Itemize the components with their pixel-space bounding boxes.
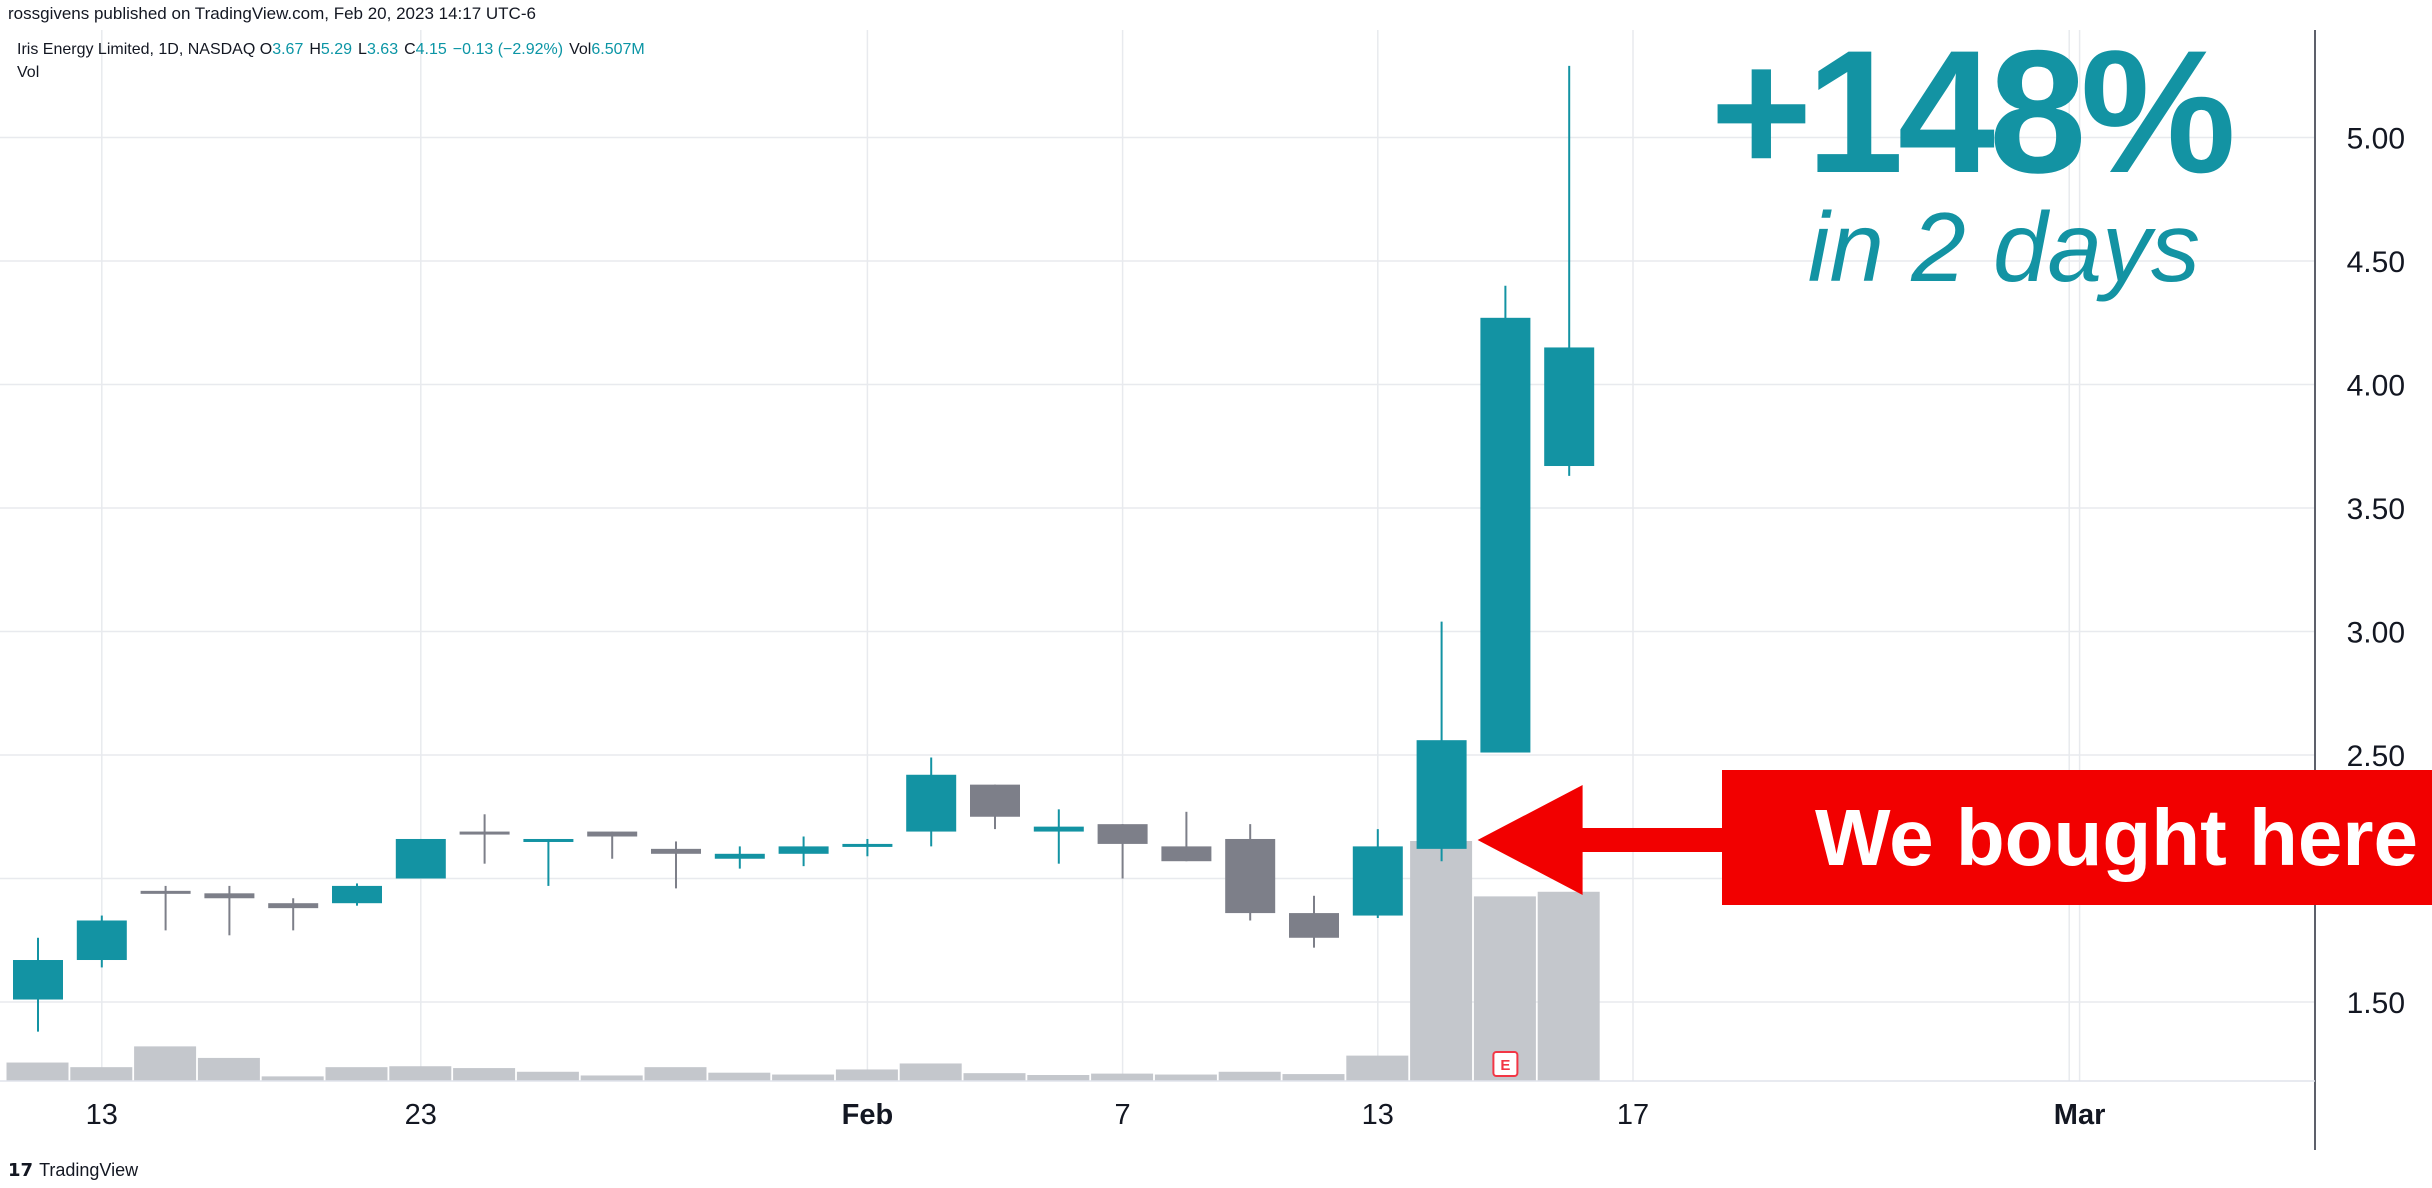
earnings-marker-label: E (1500, 1057, 1510, 1074)
volume-bar (1154, 1074, 1217, 1081)
we-bought-here-callout: We bought here (1722, 770, 2432, 905)
candle-up (1416, 740, 1467, 849)
candle-up (332, 885, 382, 904)
y-tick-label: 3.50 (2347, 493, 2405, 526)
tradingview-logo-icon: 𝟭𝟳 (8, 1160, 34, 1180)
candle-down (1161, 846, 1212, 862)
ohlc-value: 5.29 (320, 41, 353, 58)
volume-bar (835, 1069, 898, 1081)
chart-grid (0, 30, 2315, 1081)
candle-down (651, 848, 701, 854)
symbol-name: Iris Energy Limited, 1D, NASDAQ (17, 41, 256, 58)
volume-bar (1218, 1071, 1281, 1081)
volume-bar (1282, 1074, 1345, 1081)
volume-bars: E (6, 841, 1600, 1081)
volume-bar (325, 1067, 388, 1081)
volume-bar (453, 1068, 516, 1081)
candle-up (1544, 347, 1595, 467)
candle-down (204, 893, 255, 899)
volume-bar (644, 1067, 707, 1081)
candle-down (970, 784, 1020, 817)
callout-arrow (1477, 785, 1722, 895)
candle-down (1097, 824, 1148, 844)
volume-bar (1091, 1073, 1154, 1081)
candle-down (587, 831, 638, 837)
volume-bar (708, 1072, 771, 1081)
volume-bar (70, 1067, 133, 1081)
candle-down (1225, 838, 1276, 914)
candle-up (714, 853, 765, 859)
volume-bar (6, 1062, 69, 1081)
candle-up (1480, 317, 1531, 753)
ohlc-key: Vol (569, 41, 592, 58)
volume-bar (261, 1076, 324, 1081)
candle-up (906, 774, 957, 832)
candle-up (76, 920, 127, 961)
ohlc-value: −0.13 (−2.92%) (452, 41, 564, 58)
ohlc-key: C (404, 41, 416, 58)
candlestick-series (13, 65, 1595, 1032)
y-tick-label: 2.50 (2347, 740, 2405, 773)
y-tick-label: 5.00 (2347, 123, 2405, 156)
symbol-legend[interactable]: Iris Energy Limited, 1D, NASDAQ O3.67 H5.… (17, 41, 651, 59)
volume-bar (1346, 1055, 1409, 1081)
ohlc-key: O (259, 41, 273, 58)
gain-headline: +148% (1710, 15, 2236, 210)
volume-legend-label: Vol (17, 64, 40, 81)
arrow-shaft (1577, 828, 1722, 852)
ohlc-value: 3.67 (272, 41, 304, 58)
candle-down (140, 890, 191, 894)
x-tick-label: 17 (1617, 1099, 1649, 1131)
x-tick-label: 13 (1362, 1099, 1394, 1131)
x-tick-label: Mar (2054, 1099, 2106, 1131)
volume-bar (1473, 896, 1536, 1081)
chart-axes: 1.502.002.503.003.504.004.505.001323Feb7… (0, 30, 2405, 1150)
published-caption: rossgivens published on TradingView.com,… (8, 4, 536, 23)
volume-bar (580, 1075, 643, 1081)
candle-up (13, 960, 63, 1000)
ohlc-key: L (358, 41, 367, 58)
y-tick-label: 1.50 (2347, 987, 2405, 1020)
ohlc-value: 3.63 (366, 41, 399, 58)
candle-up (523, 838, 574, 842)
gain-subheadline: in 2 days (1807, 192, 2200, 302)
y-tick-label: 3.00 (2347, 617, 2405, 650)
candle-up (1352, 846, 1403, 916)
volume-bar (1410, 841, 1473, 1081)
candle-up (1033, 826, 1084, 832)
candle-down (459, 831, 510, 835)
candle-up (842, 843, 893, 847)
earnings-marker-icon (1492, 1051, 1519, 1077)
y-tick-label: 4.00 (2347, 370, 2405, 403)
ohlc-key: H (309, 41, 321, 58)
x-tick-label: 7 (1115, 1099, 1131, 1131)
tradingview-footer[interactable]: 𝟭𝟳 TradingView (8, 1160, 138, 1181)
volume-bar (516, 1071, 579, 1081)
volume-bar (772, 1074, 835, 1081)
candle-down (268, 903, 319, 909)
volume-bar (389, 1066, 452, 1081)
x-tick-label: 23 (405, 1099, 437, 1131)
arrow-head (1477, 785, 1583, 895)
volume-bar (197, 1057, 260, 1081)
candle-up (395, 838, 446, 879)
candle-down (1289, 913, 1339, 938)
ohlc-values: O3.67 H5.29 L3.63 C4.15 −0.13 (−2.92%) Vol6.5… (260, 41, 651, 58)
candle-up (778, 846, 829, 854)
ohlc-value: 4.15 (415, 41, 447, 58)
volume-bar (134, 1046, 197, 1081)
volume-bar (1537, 891, 1600, 1081)
volume-bar (1027, 1075, 1090, 1081)
volume-bar (899, 1063, 962, 1081)
y-tick-label: 4.50 (2347, 246, 2405, 279)
volume-bar (963, 1073, 1026, 1081)
x-tick-label: Feb (842, 1099, 894, 1131)
x-tick-label: 13 (86, 1099, 118, 1131)
ohlc-value: 6.507M (591, 41, 645, 58)
tradingview-brand: TradingView (39, 1160, 139, 1180)
